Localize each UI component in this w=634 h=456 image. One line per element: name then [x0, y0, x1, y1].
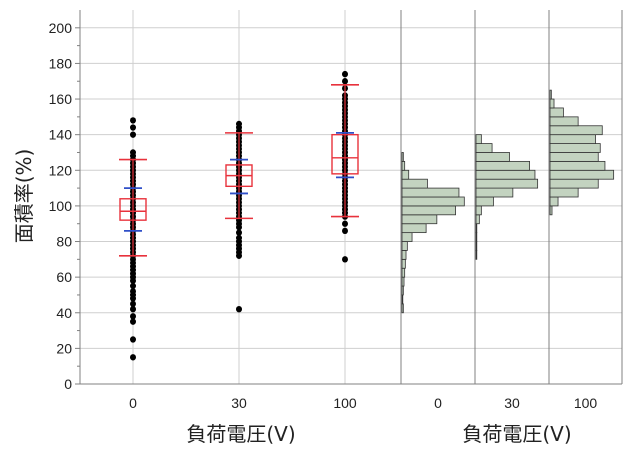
x-axis-title-left: 負荷電圧(V)	[186, 422, 295, 446]
data-point	[342, 70, 348, 78]
histogram-bar	[549, 187, 579, 198]
histogram-layer	[401, 89, 615, 314]
histogram-bar	[475, 178, 539, 189]
histogram-bar	[549, 89, 552, 100]
histogram-bar	[475, 160, 530, 171]
histogram-bar	[549, 160, 606, 171]
histogram-bar	[475, 196, 494, 207]
histogram-bar	[549, 125, 603, 136]
histogram-bar	[401, 276, 405, 287]
data-point	[130, 149, 136, 156]
histogram-bar	[549, 205, 553, 216]
boxplot-layer	[119, 84, 359, 257]
data-point	[130, 282, 136, 290]
data-point	[236, 306, 242, 313]
data-point	[236, 229, 242, 236]
data-point	[236, 120, 242, 128]
histogram-bar	[549, 107, 564, 118]
y-axis-title: 面積率(%)	[12, 149, 36, 244]
histogram-bar	[401, 169, 410, 180]
histogram-bar	[401, 250, 407, 260]
histogram-bar	[475, 187, 514, 198]
data-point	[342, 220, 348, 227]
x-tick-label: 0	[129, 395, 137, 411]
hist-tick-label: 100	[574, 395, 598, 411]
histogram-bar	[401, 196, 465, 207]
y-tick-label: 200	[49, 20, 73, 36]
histogram-bar	[549, 134, 596, 144]
histogram-bar	[401, 285, 404, 296]
box-iqr	[119, 198, 147, 221]
grid-layer	[80, 10, 622, 385]
y-tick-label: 40	[56, 305, 72, 321]
histogram-bar	[475, 250, 478, 260]
histogram-bar	[401, 178, 428, 189]
histogram-bar	[401, 205, 456, 216]
data-point	[130, 313, 136, 320]
histogram-bar	[401, 294, 404, 305]
histogram-bar	[475, 205, 482, 216]
hist-tick-label: 0	[434, 395, 442, 411]
histogram-bar	[475, 232, 478, 242]
histogram-bar	[401, 214, 438, 225]
histogram-bar	[401, 258, 406, 269]
histogram-bar	[401, 267, 406, 278]
y-tick-label: 100	[49, 198, 73, 214]
tick-labels: 0 20 40 60 80 100 120 140 160 180 200 0 30 100 0 30 100	[49, 20, 598, 411]
data-point	[130, 300, 136, 308]
histogram-bar	[549, 98, 555, 109]
histogram-bar	[549, 152, 599, 162]
data-point	[130, 288, 136, 295]
data-point	[130, 117, 136, 124]
data-point	[236, 234, 242, 242]
histogram-bar	[401, 152, 404, 162]
histogram-bar	[475, 169, 536, 180]
data-point	[130, 336, 136, 343]
histogram-bar	[475, 134, 482, 144]
y-tick-label: 60	[56, 269, 72, 285]
x-tick-label: 30	[231, 395, 247, 411]
histogram-bar	[475, 241, 478, 251]
y-tick-label: 120	[49, 162, 73, 178]
histogram-bar	[401, 232, 413, 242]
histogram-bar	[549, 169, 615, 180]
histogram-bar	[549, 143, 601, 153]
y-tick-label: 0	[64, 376, 72, 392]
histogram-bar	[401, 303, 404, 314]
data-point	[130, 124, 136, 131]
x-axis-title-right: 負荷電圧(V)	[462, 422, 571, 446]
data-point	[342, 227, 348, 235]
box-iqr	[331, 133, 359, 175]
histogram-bar	[401, 187, 460, 198]
histogram-bar	[475, 223, 478, 234]
data-point	[130, 306, 136, 313]
histogram-bar	[549, 116, 579, 127]
histogram-bar	[475, 214, 480, 225]
y-tick-label: 140	[49, 127, 73, 143]
histogram-bar	[401, 223, 427, 234]
histogram-bar	[549, 178, 599, 189]
data-point	[342, 78, 348, 85]
histogram-bar	[475, 152, 510, 162]
data-point	[130, 318, 136, 325]
histogram-bar	[475, 143, 493, 153]
y-tick-label: 160	[49, 91, 73, 107]
y-tick-label: 180	[49, 55, 73, 71]
x-tick-label: 100	[333, 395, 357, 411]
histogram-bar	[401, 160, 406, 171]
y-tick-label: 80	[56, 234, 72, 250]
data-point	[130, 131, 136, 138]
data-point	[130, 354, 136, 361]
y-tick-label: 20	[56, 340, 72, 356]
hist-tick-label: 30	[504, 395, 520, 411]
histogram-bar	[549, 196, 559, 207]
plot-frame	[75, 10, 623, 385]
histogram-bar	[401, 241, 408, 251]
data-point	[342, 256, 348, 263]
